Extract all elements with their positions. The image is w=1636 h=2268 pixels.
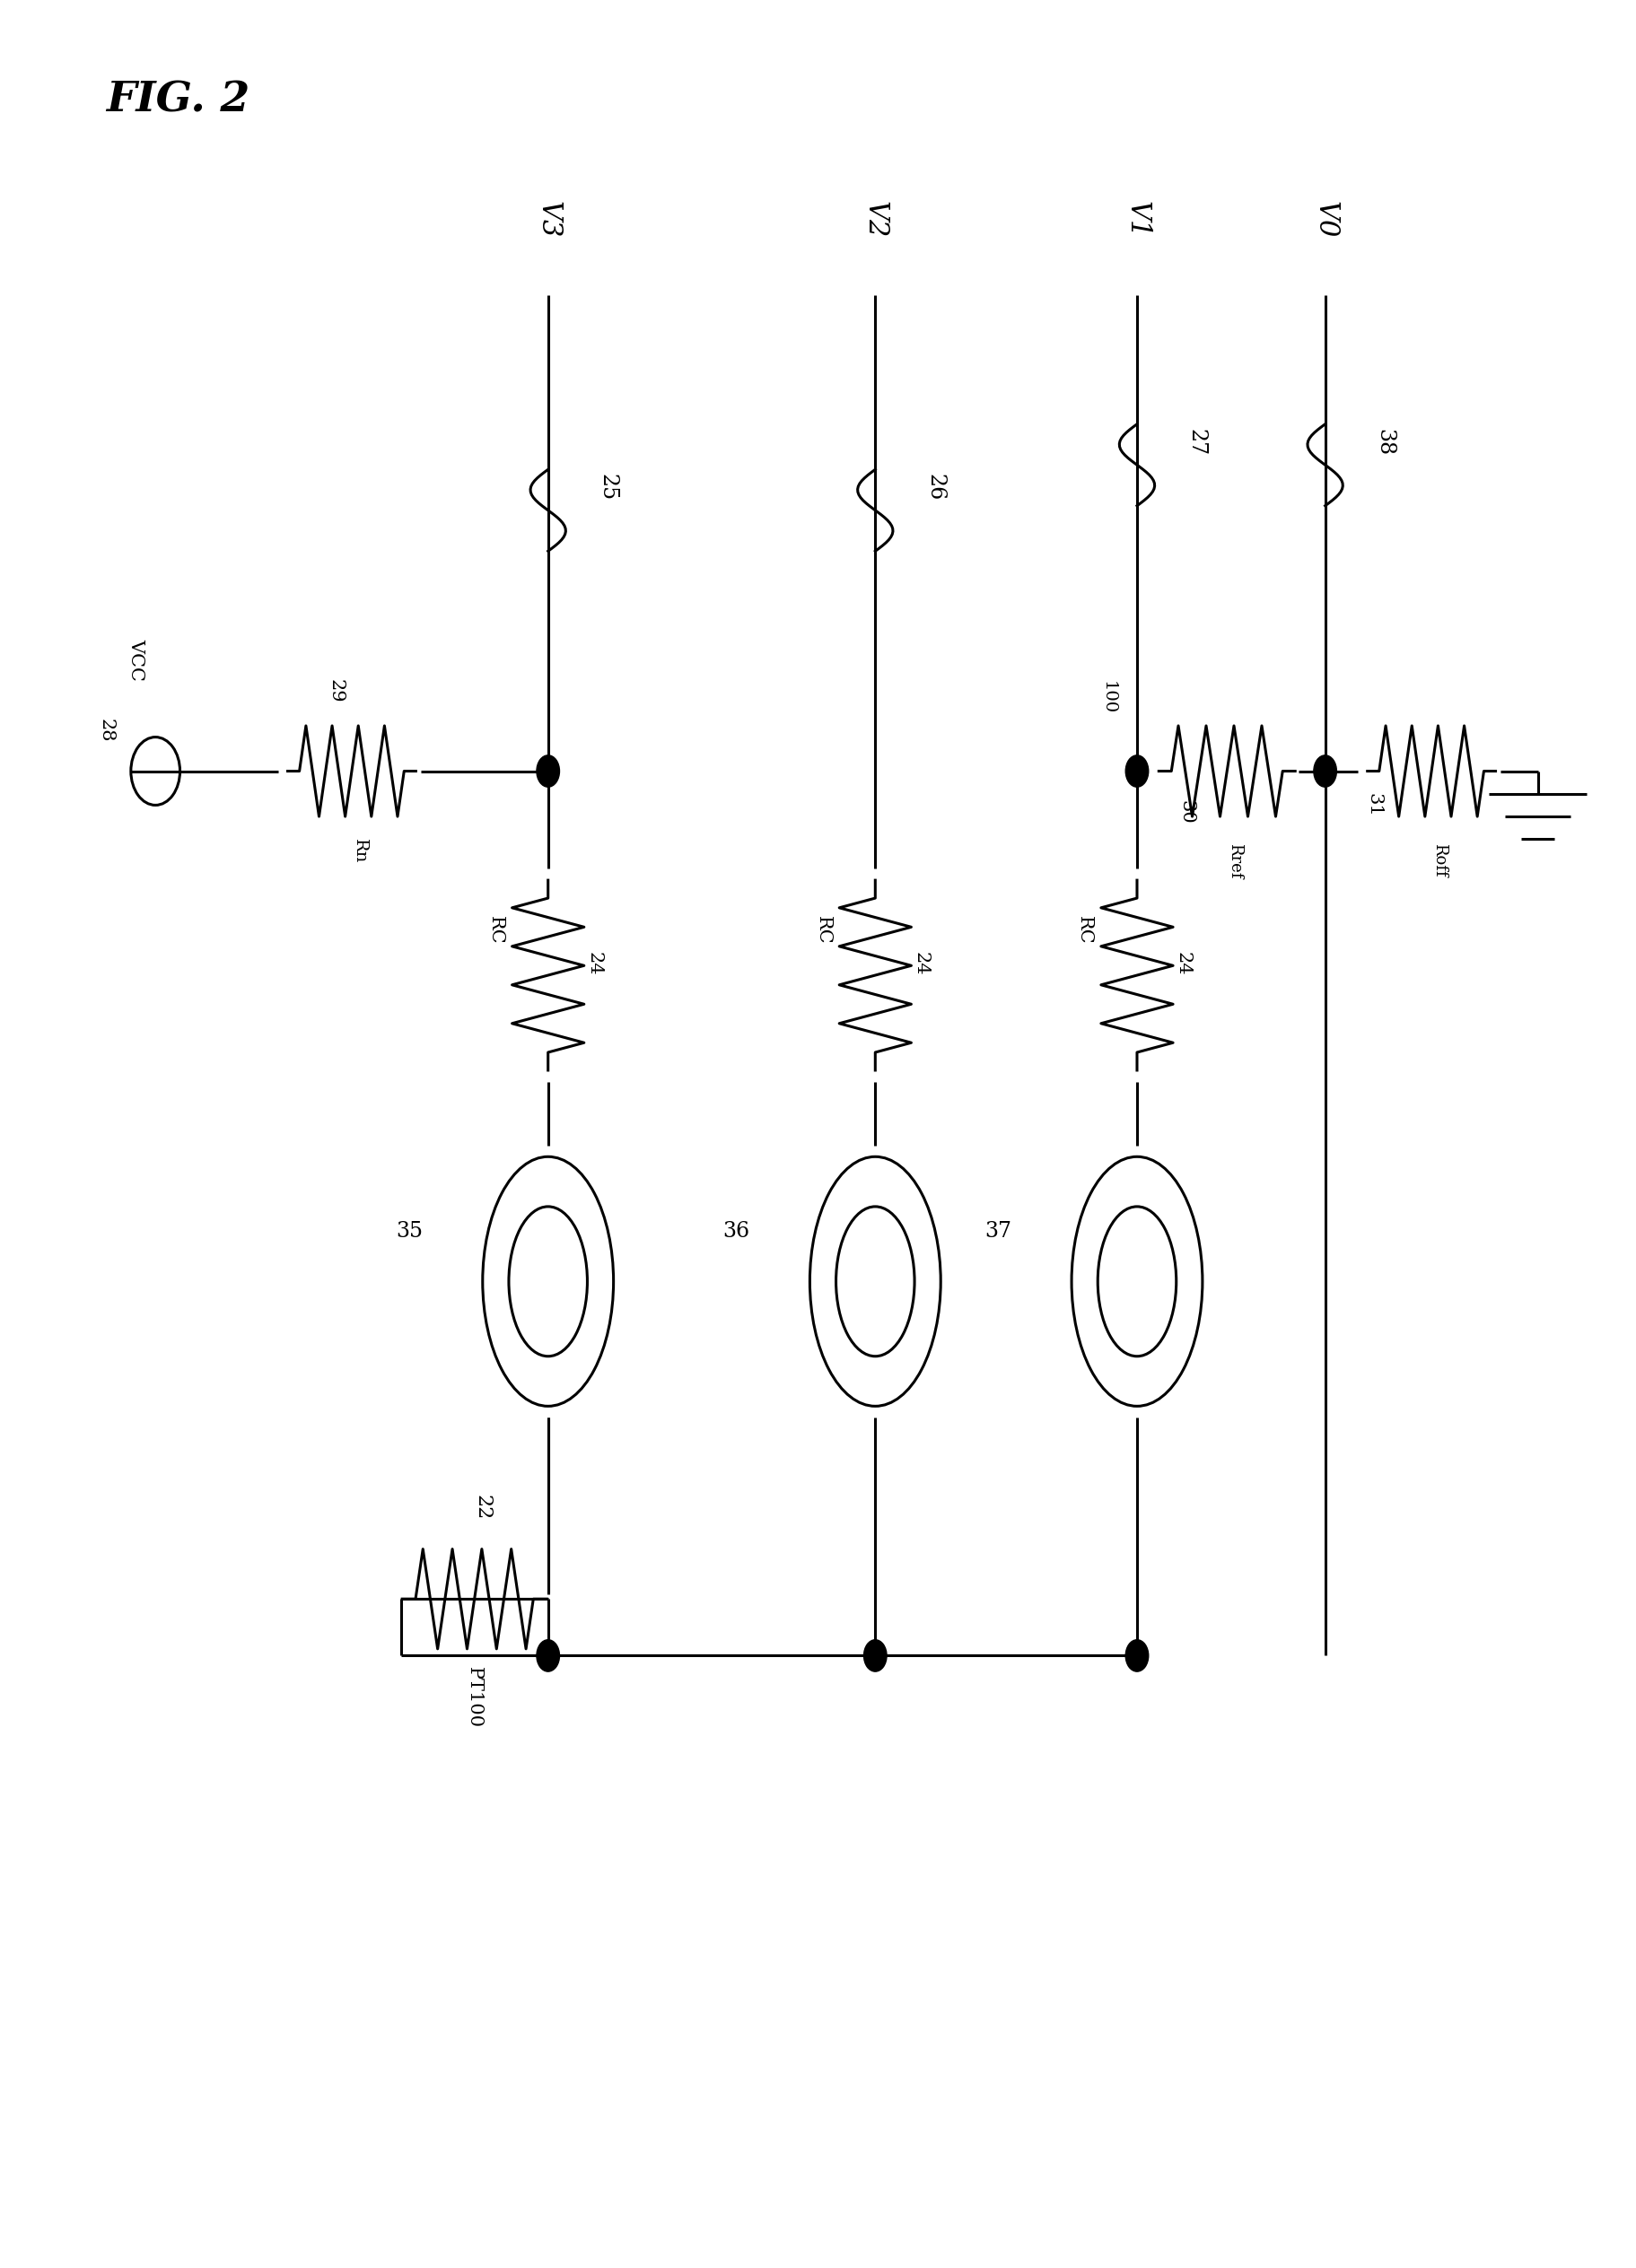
Circle shape bbox=[1126, 755, 1148, 787]
Circle shape bbox=[864, 1640, 887, 1672]
Text: V2: V2 bbox=[861, 202, 890, 238]
Circle shape bbox=[1126, 1640, 1148, 1672]
Text: VCC: VCC bbox=[128, 637, 144, 680]
Text: 26: 26 bbox=[924, 474, 946, 501]
Text: RC: RC bbox=[488, 916, 504, 943]
Text: 36: 36 bbox=[723, 1220, 749, 1243]
Text: 25: 25 bbox=[597, 474, 618, 501]
Text: 24: 24 bbox=[586, 953, 602, 975]
Circle shape bbox=[537, 1640, 560, 1672]
Text: 35: 35 bbox=[396, 1220, 422, 1243]
Text: 100: 100 bbox=[1099, 680, 1116, 714]
Text: 24: 24 bbox=[1175, 953, 1191, 975]
Text: V0: V0 bbox=[1310, 202, 1340, 238]
Text: V1: V1 bbox=[1122, 202, 1152, 238]
Text: Rn: Rn bbox=[352, 839, 368, 864]
Circle shape bbox=[537, 755, 560, 787]
Text: 31: 31 bbox=[1366, 794, 1382, 816]
Text: RC: RC bbox=[1076, 916, 1093, 943]
Text: Rref: Rref bbox=[1227, 844, 1243, 880]
Circle shape bbox=[1314, 755, 1337, 787]
Text: 27: 27 bbox=[1186, 429, 1207, 456]
Text: 24: 24 bbox=[913, 953, 929, 975]
Text: PT100: PT100 bbox=[466, 1667, 483, 1728]
Text: 28: 28 bbox=[98, 719, 115, 742]
Text: Roff: Roff bbox=[1432, 844, 1448, 878]
Text: 37: 37 bbox=[985, 1220, 1011, 1243]
Text: RC: RC bbox=[815, 916, 831, 943]
Text: 22: 22 bbox=[473, 1495, 492, 1520]
Text: 29: 29 bbox=[327, 678, 344, 703]
Text: FIG. 2: FIG. 2 bbox=[106, 79, 250, 120]
Text: V3: V3 bbox=[533, 202, 563, 238]
Text: 38: 38 bbox=[1374, 429, 1396, 456]
Text: 30: 30 bbox=[1178, 801, 1194, 823]
